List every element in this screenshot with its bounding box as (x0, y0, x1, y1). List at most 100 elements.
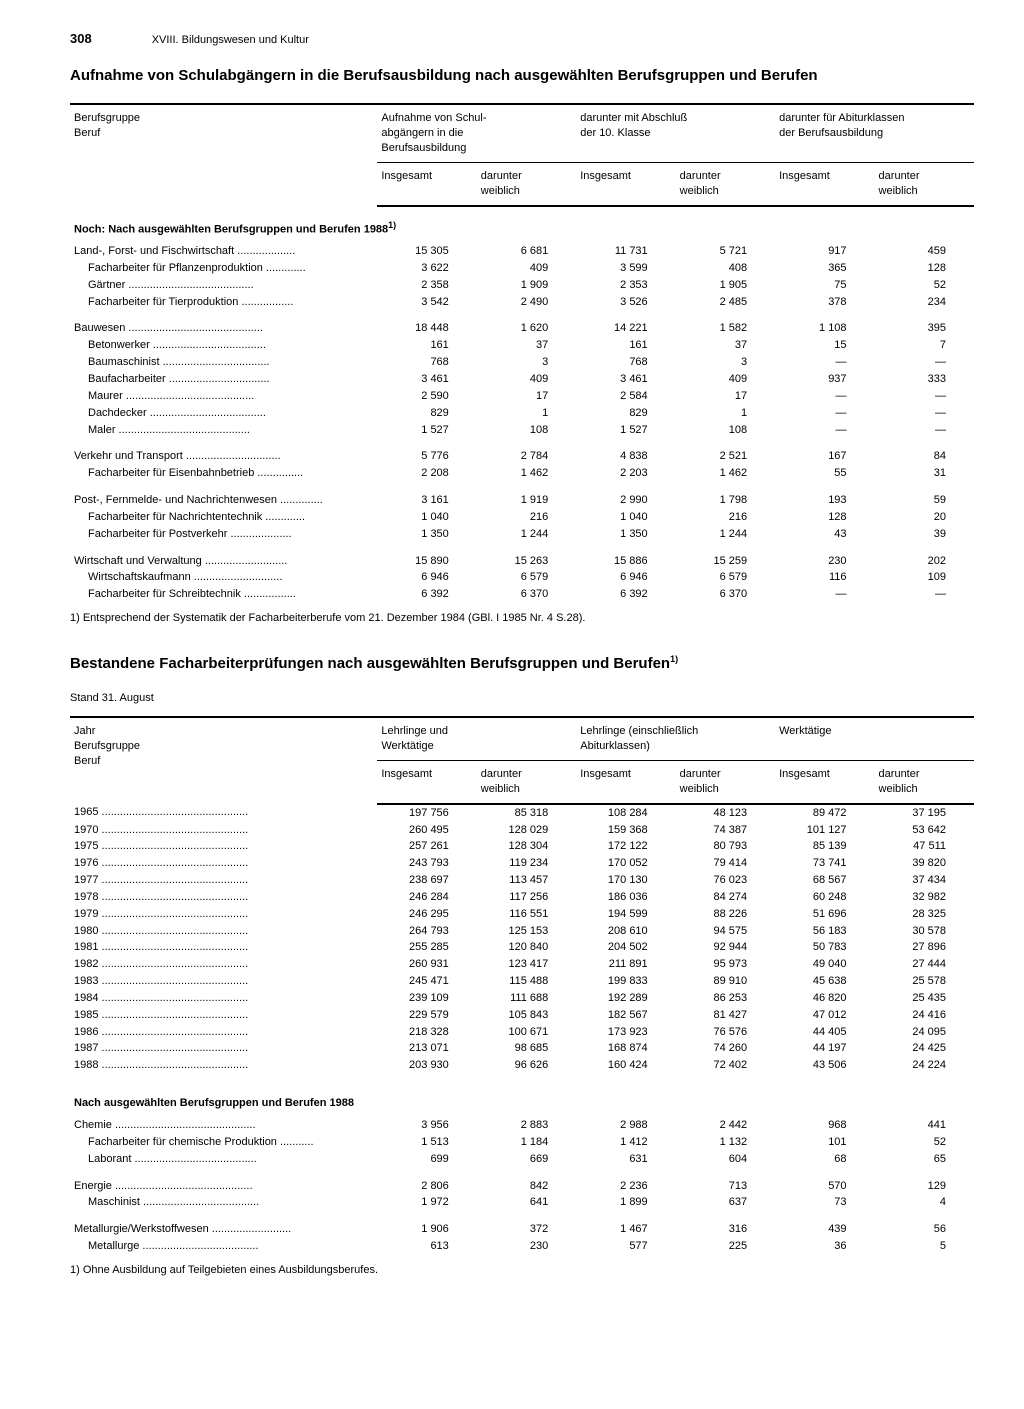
cell: — (775, 586, 874, 603)
cell: 192 289 (576, 990, 675, 1007)
table-row: Maler ..................................… (70, 422, 974, 439)
cell: — (875, 586, 974, 603)
table-row: Facharbeiter für Tierproduktion ........… (70, 294, 974, 311)
t1-footnote: 1) Entsprechend der Systematik der Facha… (70, 611, 974, 626)
cell: 570 (775, 1178, 874, 1195)
t2-stub-head: Jahr Berufsgruppe Beruf (70, 717, 377, 803)
cell: 128 304 (477, 838, 576, 855)
cell: 1 184 (477, 1134, 576, 1151)
cell: 917 (775, 243, 874, 260)
cell: 89 910 (676, 973, 775, 990)
cell: 669 (477, 1151, 576, 1168)
t2-sub4: darunter weiblich (676, 760, 775, 803)
t2-group2: Lehrlinge (einschließlich Abiturklassen) (576, 717, 775, 760)
cell: 2 988 (576, 1117, 675, 1134)
cell: 216 (676, 509, 775, 526)
table-row: Facharbeiter für Postverkehr ...........… (70, 526, 974, 543)
cell: 3 599 (576, 260, 675, 277)
cell: 81 427 (676, 1007, 775, 1024)
cell: 937 (775, 371, 874, 388)
cell: 72 402 (676, 1057, 775, 1074)
cell: 246 295 (377, 906, 476, 923)
cell: 1 467 (576, 1221, 675, 1238)
t1-section: Noch: Nach ausgewählten Berufsgruppen un… (70, 206, 974, 244)
cell: 120 840 (477, 939, 576, 956)
cell: 194 599 (576, 906, 675, 923)
cell: 15 886 (576, 553, 675, 570)
cell: 372 (477, 1221, 576, 1238)
cell: 246 284 (377, 889, 476, 906)
t2-group1: Lehrlinge und Werktätige (377, 717, 576, 760)
cell: 2 784 (477, 448, 576, 465)
cell: 85 318 (477, 804, 576, 822)
cell: 109 (875, 569, 974, 586)
row-label: Wirtschaftskaufmann ....................… (70, 569, 377, 586)
t1-sub3: Insgesamt (576, 162, 675, 205)
cell: 170 052 (576, 855, 675, 872)
cell: 48 123 (676, 804, 775, 822)
cell: 172 122 (576, 838, 675, 855)
cell: 43 (775, 526, 874, 543)
cell: 3 956 (377, 1117, 476, 1134)
cell: 15 263 (477, 553, 576, 570)
row-label: 1979 ...................................… (70, 906, 377, 923)
cell: 1 527 (576, 422, 675, 439)
cell: 6 579 (676, 569, 775, 586)
row-label: 1978 ...................................… (70, 889, 377, 906)
row-label: Wirtschaft und Verwaltung ..............… (70, 553, 377, 570)
cell: 98 685 (477, 1040, 576, 1057)
cell: 65 (875, 1151, 974, 1168)
table-row: Metallurge .............................… (70, 1238, 974, 1255)
table-row: 1976 ...................................… (70, 855, 974, 872)
cell: 7 (875, 337, 974, 354)
cell: 613 (377, 1238, 476, 1255)
cell: 39 820 (875, 855, 974, 872)
cell: 409 (477, 371, 576, 388)
cell: 1 108 (775, 320, 874, 337)
cell: 111 688 (477, 990, 576, 1007)
cell: 2 208 (377, 465, 476, 482)
table-row: 1983 ...................................… (70, 973, 974, 990)
cell: 1 350 (576, 526, 675, 543)
cell: 15 305 (377, 243, 476, 260)
row-label: Energie ................................… (70, 1178, 377, 1195)
cell: 3 461 (377, 371, 476, 388)
cell: 768 (377, 354, 476, 371)
cell: 1 899 (576, 1194, 675, 1211)
t1-sub2: darunter weiblich (477, 162, 576, 205)
table-row: Laborant ...............................… (70, 1151, 974, 1168)
cell: 24 095 (875, 1024, 974, 1041)
cell: 218 328 (377, 1024, 476, 1041)
cell: 5 (875, 1238, 974, 1255)
cell: 15 259 (676, 553, 775, 570)
cell: 260 931 (377, 956, 476, 973)
cell: 100 671 (477, 1024, 576, 1041)
cell: 27 896 (875, 939, 974, 956)
row-label: 1986 ...................................… (70, 1024, 377, 1041)
table-row: 1977 ...................................… (70, 872, 974, 889)
cell: 37 195 (875, 804, 974, 822)
cell: 3 542 (377, 294, 476, 311)
cell: 968 (775, 1117, 874, 1134)
row-label: 1977 ...................................… (70, 872, 377, 889)
table-row: Wirtschaftskaufmann ....................… (70, 569, 974, 586)
row-label: Post-, Fernmelde- und Nachrichtenwesen .… (70, 492, 377, 509)
table-row: Facharbeiter für chemische Produktion ..… (70, 1134, 974, 1151)
row-label: Baumaschinist ..........................… (70, 354, 377, 371)
cell: 333 (875, 371, 974, 388)
cell: 18 448 (377, 320, 476, 337)
row-label: Bauwesen ...............................… (70, 320, 377, 337)
cell: 31 (875, 465, 974, 482)
row-label: 1988 ...................................… (70, 1057, 377, 1074)
row-label: Betonwerker ............................… (70, 337, 377, 354)
cell: 32 982 (875, 889, 974, 906)
cell: 47 511 (875, 838, 974, 855)
cell: 11 731 (576, 243, 675, 260)
cell: 2 990 (576, 492, 675, 509)
table-row: Maschinist .............................… (70, 1194, 974, 1211)
cell: 395 (875, 320, 974, 337)
cell: 25 578 (875, 973, 974, 990)
cell: 24 224 (875, 1057, 974, 1074)
cell: 4 838 (576, 448, 675, 465)
cell: 1 513 (377, 1134, 476, 1151)
